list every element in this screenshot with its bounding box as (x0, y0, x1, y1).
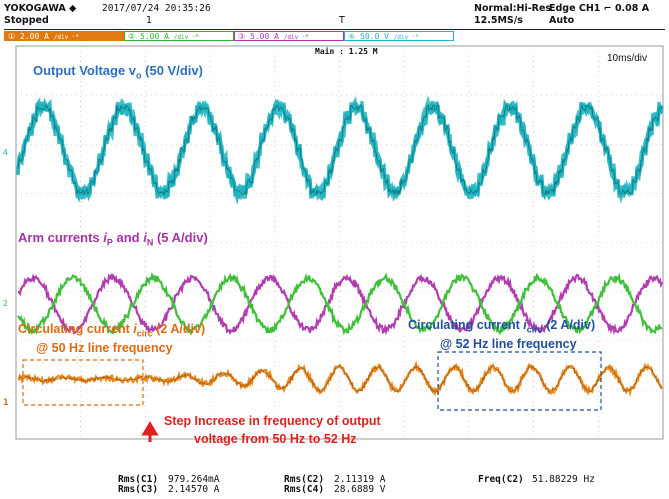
rms-c3-label: Rms(C3) (118, 484, 159, 495)
brand-label: YOKOGAWA ◆ (4, 3, 77, 14)
rms-c2-value: 2.11319 A (334, 474, 386, 485)
arm-current-p-trace (18, 272, 664, 336)
traces (16, 95, 664, 398)
circ-50-subscript: circ (136, 328, 153, 339)
channel-3-value: 5.00 A (250, 32, 279, 41)
main-zoom-label: Main : 1.25 M (315, 47, 378, 56)
circ-52-text: Circulating current (408, 318, 524, 332)
channel-3-suffix: ∕div ⁼ᴹ (283, 34, 310, 41)
window-52hz-box (437, 351, 602, 411)
ground-marker-2: 2 (3, 299, 8, 308)
arm-current-p-subscript: P (106, 237, 113, 248)
step-increase-annotation-line1: Step Increase in frequency of output (164, 414, 381, 428)
rms-c3-value: 2.14570 A (168, 484, 220, 495)
output-voltage-subscript: o (136, 70, 142, 81)
trigger-position-marker: T (339, 15, 345, 26)
trigger-mode: Auto (549, 15, 575, 26)
channel-4-setting[interactable]: ④ 50.0 V ∕div ⁼ᴹ (344, 31, 454, 41)
rms-c4-label: Rms(C4) (284, 484, 325, 495)
channel-2-suffix: ∕div ⁼ᴹ (173, 34, 200, 41)
channel-2-value: 5.00 A (140, 32, 169, 41)
arm-currents-text: Arm currents (18, 230, 104, 245)
header-divider (4, 29, 665, 30)
output-voltage-scale: (50 V/div) (141, 63, 203, 78)
circ-50-symbol: i (133, 322, 137, 336)
waveform-screen: 4 2 1 (3, 45, 664, 442)
circulating-current-trace-core (17, 365, 663, 394)
freq-c2-value: 51.88229 Hz (532, 474, 595, 485)
timebase-label: 10ms/div (607, 53, 648, 64)
arm-current-n-trace (17, 272, 663, 336)
ground-marker-4: 4 (3, 148, 8, 157)
acquisition-mode: Normal:Hi-Res (474, 3, 552, 14)
circulating-current-50hz-frequency: @ 50 Hz line frequency (36, 341, 173, 355)
circulating-current-52hz-annotation: Circulating current icirc (2 A/div) (408, 318, 595, 335)
channel-2-num-icon: ② (128, 32, 136, 41)
channel-2-setting[interactable]: ② 5.00 A ∕div ⁼ᴹ (124, 31, 234, 41)
channel-1-setting[interactable]: ① 2.00 A ∕div ⁼ᴹ (4, 31, 124, 41)
circ-52-symbol: i (523, 318, 527, 332)
channel-1-suffix: ∕div ⁼ᴹ (53, 34, 80, 41)
rms-c2-label: Rms(C2) (284, 474, 325, 485)
marker-1: 1 (146, 15, 153, 26)
channel-3-setting[interactable]: ③ 5.00 A ∕div ⁼ᴹ (234, 31, 344, 41)
rms-c4-value: 28.6889 V (334, 484, 386, 495)
channel-3-num-icon: ③ (238, 32, 246, 41)
arm-current-p-symbol: i (103, 230, 107, 245)
channel-1-num-icon: ① (8, 32, 16, 41)
circ-50-scale: (2 A/div) (152, 322, 206, 336)
circulating-current-50hz-annotation: Circulating current icirc (2 A/div) (18, 322, 205, 339)
trigger-settings: Edge CH1 ⌐ 0.08 A (549, 3, 650, 14)
channel-1-value: 2.00 A (20, 32, 49, 41)
arm-currents-and: and (112, 230, 144, 245)
circ-50-text: Circulating current (18, 322, 134, 336)
channel-4-num-icon: ④ (348, 32, 356, 41)
channel-4-value: 50.0 V (360, 32, 389, 41)
ground-marker-1: 1 (3, 398, 8, 408)
arm-current-n-symbol: i (143, 230, 147, 245)
step-arrow-icon (141, 421, 159, 442)
run-state-label: Stopped (4, 15, 49, 26)
window-50hz-box (22, 359, 144, 406)
circulating-current-trace (17, 360, 664, 398)
circulating-current-52hz-frequency: @ 52 Hz line frequency (440, 337, 577, 351)
rms-c1-value: 979.264mA (168, 474, 220, 485)
circ-52-subscript: circ (526, 324, 543, 335)
output-voltage-edge (17, 103, 663, 197)
output-voltage-text: Output Voltage v (33, 63, 137, 78)
rms-c1-label: Rms(C1) (118, 474, 159, 485)
datetime-label: 2017/07/24 20:35:26 (102, 3, 211, 14)
arm-currents-scale: (5 A/div) (153, 230, 208, 245)
arm-currents-annotation: Arm currents iP and iN (5 A/div) (18, 230, 208, 248)
circ-52-scale: (2 A/div) (542, 318, 596, 332)
arm-current-n-subscript: N (146, 237, 154, 248)
sample-rate: 12.5MS/s (474, 15, 523, 26)
channel-4-suffix: ∕div ⁼ᴹ (393, 34, 420, 41)
freq-c2-label: Freq(C2) (478, 474, 524, 485)
channel-bar: ① 2.00 A ∕div ⁼ᴹ ② 5.00 A ∕div ⁼ᴹ ③ 5.00… (4, 31, 665, 42)
output-voltage-annotation: Output Voltage vo (50 V/div) (33, 63, 203, 81)
step-increase-annotation-line2: voltage from 50 Hz to 52 Hz (194, 432, 357, 446)
